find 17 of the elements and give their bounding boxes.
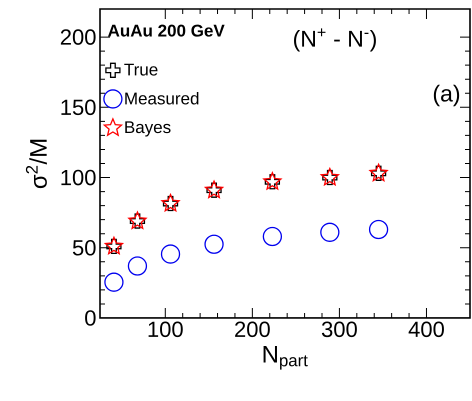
legend-label: True xyxy=(124,64,158,76)
x-tick-label: 200 xyxy=(235,322,270,338)
y-tick-label: 50 xyxy=(72,240,96,256)
y-tick-label: 200 xyxy=(60,29,96,45)
y-tick-label: 150 xyxy=(61,100,96,116)
annotation: (N$^{+}$ - N$^{-}$) xyxy=(294,28,376,52)
y-tick-label: 100 xyxy=(61,170,96,186)
x-tick-label: 400 xyxy=(408,322,444,338)
legend-label: Bayes xyxy=(125,121,171,137)
annotation: (a) xyxy=(434,84,460,106)
y-axis-title: σ$^{2}$/M xyxy=(26,140,47,188)
y-tick-label: 0 xyxy=(85,310,96,326)
x-tick-label: 300 xyxy=(322,322,357,338)
legend-label: Measured xyxy=(125,92,198,104)
annotation: AuAu 200 GeV xyxy=(108,24,225,37)
x-axis-title: N$_{part}$ xyxy=(264,346,308,370)
x-tick-label: 100 xyxy=(148,322,183,338)
